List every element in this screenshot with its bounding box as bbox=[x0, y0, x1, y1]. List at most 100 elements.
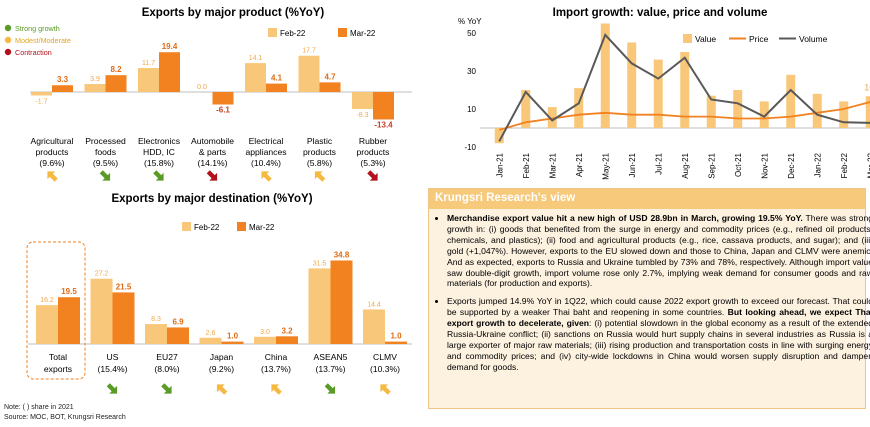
bar-value-label: 0.0 bbox=[197, 84, 207, 91]
share-note: Note: ( ) share in 2021 bbox=[4, 404, 74, 411]
trend-arrow-icon-shape bbox=[261, 171, 272, 182]
bar-value-label: 14.1 bbox=[249, 55, 263, 62]
legend-label: Value bbox=[695, 34, 716, 44]
bar-value-label: 8.2 bbox=[110, 65, 122, 74]
x-tick-label: Aug-21 bbox=[681, 152, 690, 178]
bar-mar22 bbox=[112, 292, 135, 344]
category-label: Japan bbox=[210, 352, 234, 362]
bar-mar22 bbox=[385, 341, 407, 344]
chart-title: Exports by major product (%YoY) bbox=[142, 7, 325, 19]
end-value-label: 16.7 bbox=[864, 82, 870, 92]
category-label: products bbox=[357, 147, 390, 157]
exports-by-product-chart: Exports by major product (%YoY) Strong gr… bbox=[4, 7, 412, 182]
point-2-headline: But looking ahead, we expect Thai export… bbox=[447, 307, 870, 329]
category-label: & parts bbox=[199, 147, 226, 157]
legend-label: Price bbox=[749, 34, 769, 44]
point-1-headline: Merchandise export value hit a new high … bbox=[447, 213, 803, 223]
bar-feb22 bbox=[363, 309, 385, 344]
trend-arrow-icon-shape bbox=[106, 383, 118, 394]
bar-value-label: 3.2 bbox=[281, 326, 293, 335]
y-axis-label: % YoY bbox=[458, 17, 482, 26]
legend-swatch bbox=[683, 34, 692, 43]
legend-swatch bbox=[268, 28, 277, 37]
category-label: US bbox=[107, 352, 119, 362]
research-view-title: Krungsri Research's view bbox=[429, 189, 865, 209]
bar-value-label: -1.7 bbox=[35, 98, 47, 105]
value-bar bbox=[812, 93, 822, 128]
bar-value-label: 21.5 bbox=[116, 282, 132, 291]
category-label: China bbox=[265, 352, 288, 362]
category-label: (13.7%) bbox=[315, 364, 345, 374]
category-label: appliances bbox=[245, 147, 286, 157]
bar-feb22 bbox=[31, 92, 52, 96]
legend-swatch bbox=[237, 222, 246, 231]
x-tick-label: May-21 bbox=[601, 152, 610, 179]
trend-arrow-icon bbox=[314, 171, 326, 182]
chart-title: Import growth: value, price and volume bbox=[553, 7, 768, 19]
trend-arrow-icon bbox=[206, 170, 218, 181]
trend-arrow-icon-shape bbox=[380, 384, 391, 395]
category-label: (8.0%) bbox=[154, 364, 179, 374]
trend-arrow-icon bbox=[271, 384, 282, 395]
trend-arrow-icon-shape bbox=[206, 170, 218, 181]
trend-arrow-icon bbox=[261, 171, 272, 182]
value-bar bbox=[759, 101, 769, 128]
category-label: (15.8%) bbox=[144, 158, 174, 168]
value-bar bbox=[680, 52, 690, 128]
trend-arrow-icon-shape bbox=[153, 170, 164, 181]
category-label: (9.2%) bbox=[209, 364, 234, 374]
total-exports-highlight bbox=[26, 241, 86, 380]
category-label: Rubber bbox=[359, 136, 387, 146]
volume-line bbox=[498, 33, 870, 142]
trend-arrow-icon bbox=[367, 170, 378, 181]
research-view-point-2: Exports jumped 14.9% YoY in 1Q22, which … bbox=[447, 296, 870, 372]
x-tick-label: Oct-21 bbox=[734, 152, 743, 177]
bar-value-label: 19.5 bbox=[61, 287, 77, 296]
bar-feb22 bbox=[245, 63, 266, 92]
trend-arrow-icon bbox=[380, 384, 391, 395]
legend-label: Mar-22 bbox=[249, 223, 275, 232]
bar-feb22 bbox=[254, 336, 276, 344]
value-bar bbox=[786, 74, 796, 128]
trend-arrow-icon bbox=[47, 171, 58, 182]
source-note: Source: MOC, BOT, Krungsri Research bbox=[4, 414, 126, 421]
bar-mar22 bbox=[159, 52, 180, 92]
category-label: (5.3%) bbox=[360, 158, 385, 168]
bar-value-label: 4.7 bbox=[324, 72, 336, 81]
exports-by-destination-chart: Exports by major destination (%YoY) Feb-2… bbox=[26, 193, 412, 395]
x-tick-label: Mar-22 bbox=[866, 152, 870, 178]
bar-value-label: 11.7 bbox=[142, 60, 155, 67]
trend-arrow-icon bbox=[161, 383, 172, 394]
legend-label: Volume bbox=[799, 34, 828, 44]
category-label: Electronics bbox=[138, 136, 180, 146]
bar-mar22 bbox=[167, 327, 189, 344]
category-label: (10.3%) bbox=[370, 364, 400, 374]
category-label: ASEAN5 bbox=[314, 352, 348, 362]
bar-mar22 bbox=[319, 82, 341, 92]
x-tick-label: Nov-21 bbox=[760, 152, 769, 178]
category-label: Agricultural bbox=[31, 136, 74, 146]
trend-arrow-icon-shape bbox=[99, 170, 111, 181]
category-label: (14.1%) bbox=[197, 158, 227, 168]
x-tick-label: Jan-22 bbox=[813, 152, 822, 177]
x-tick-label: Apr-21 bbox=[575, 152, 584, 177]
value-bar bbox=[653, 59, 663, 128]
x-tick-label: Jul-21 bbox=[654, 152, 663, 174]
research-view-point-1: Merchandise export value hit a new high … bbox=[447, 213, 870, 289]
category-label: Total bbox=[49, 352, 67, 362]
trend-arrow-icon bbox=[216, 384, 228, 395]
category-label: (15.4%) bbox=[97, 364, 127, 374]
value-bar bbox=[839, 101, 849, 128]
trend-arrow-icon-shape bbox=[324, 383, 336, 394]
bar-value-label: 19.4 bbox=[162, 42, 178, 51]
trend-arrow-icon-shape bbox=[314, 171, 326, 182]
bar-mar22 bbox=[52, 85, 73, 92]
bar-mar22 bbox=[373, 92, 394, 120]
bar-mar22 bbox=[330, 260, 353, 344]
category-label: Processed bbox=[85, 136, 126, 146]
value-bar bbox=[494, 128, 504, 144]
value-bar bbox=[733, 90, 743, 128]
category-label: (5.8%) bbox=[307, 158, 332, 168]
bar-value-label: 17.7 bbox=[302, 48, 316, 55]
legend-swatch bbox=[182, 222, 191, 231]
